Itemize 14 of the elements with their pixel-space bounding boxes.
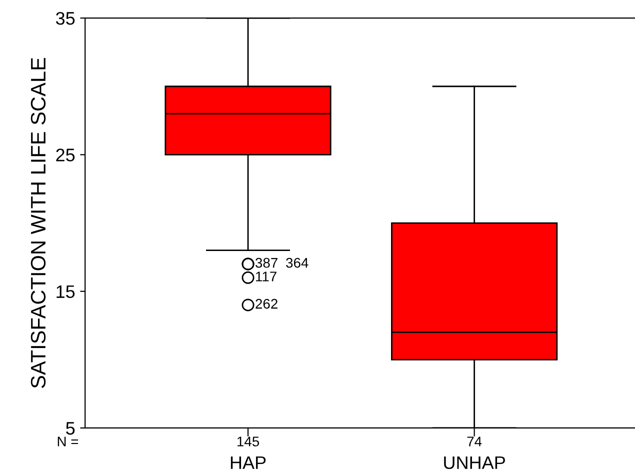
annotation: 364 xyxy=(286,258,308,268)
annotation: 117 xyxy=(256,272,276,282)
y-tick-label: 15 xyxy=(56,285,75,298)
x-tick-label: HAP xyxy=(230,456,266,469)
y-tick-label: 5 xyxy=(66,422,75,435)
y-tick-label: 35 xyxy=(56,12,75,25)
x-tick-label: UNHAP xyxy=(444,456,505,470)
text: N = xyxy=(58,436,78,446)
annotation: 387 xyxy=(256,258,278,268)
text: 145 xyxy=(238,436,260,446)
y-axis-title: SATISFACTION WITH LIFE SCALE xyxy=(30,58,46,388)
text: 74 xyxy=(467,436,482,446)
y-tick-label: 25 xyxy=(56,148,75,162)
annotation: 262 xyxy=(256,298,278,309)
